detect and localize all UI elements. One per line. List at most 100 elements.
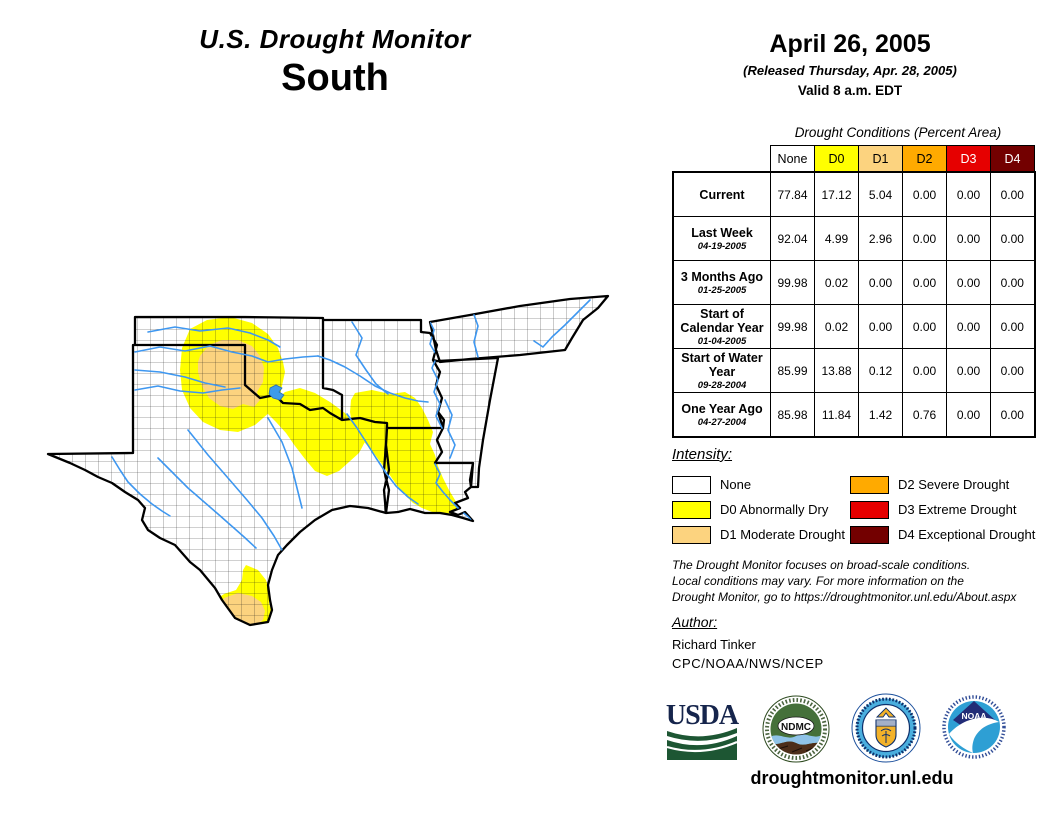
legend-item-none: None [672,472,850,497]
cell-value: 0.00 [990,260,1036,305]
ndmc-logo: NDMC [762,695,830,763]
col-header-d2: D2 [902,145,947,173]
legend-label: D0 Abnormally Dry [720,502,829,517]
table-row: Current 77.84 17.12 5.04 0.00 0.00 0.00 [672,171,1036,217]
south-region-map-svg [46,294,610,627]
legend-item-d4: D4 Exceptional Drought [850,522,1040,547]
col-header-d1: D1 [858,145,903,173]
cell-value: 0.00 [990,171,1036,217]
cell-value: 0.00 [946,392,991,438]
cell-value: 13.88 [814,348,859,393]
cell-value: 0.00 [946,348,991,393]
cell-value: 0.02 [814,304,859,349]
table-corner-cell [673,145,771,172]
author-org: CPC/NOAA/NWS/NCEP [672,656,824,671]
cell-value: 1.42 [858,392,903,438]
river-brazos [187,429,283,551]
cell-value: 0.00 [902,260,947,305]
cell-value: 0.00 [902,171,947,217]
river-red-north-fork [134,385,241,394]
legend-item-d0: D0 Abnormally Dry [672,497,850,522]
row-date: 04-19-2005 [697,240,747,252]
author-title: Author: [672,614,718,630]
cell-value: 0.00 [990,216,1036,261]
valid-time: Valid 8 a.m. EDT [797,83,903,98]
table-row: Last Week 04-19-2005 92.04 4.99 2.96 0.0… [672,216,1036,261]
legend-title: Intensity: [672,446,733,463]
river-colorado-tx [157,457,257,549]
usda-logo: USDA [666,700,740,760]
cell-value: 99.98 [770,260,815,305]
date-block: April 26, 2005 (Released Thursday, Apr. … [672,30,1028,98]
row-label: Start of Water Year [681,350,763,379]
d2-swatch [850,475,889,494]
legend-label: D4 Exceptional Drought [898,527,1036,542]
noaa-text: NOAA [961,711,986,721]
cell-value: 0.76 [902,392,947,438]
row-label: Current [699,187,745,202]
cell-value: 0.00 [902,304,947,349]
cell-value: 0.00 [902,348,947,393]
cell-value: 92.04 [770,216,815,261]
cell-value: 85.99 [770,348,815,393]
cell-value: 0.00 [946,260,991,305]
released-date: (Released Thursday, Apr. 28, 2005) [743,63,957,78]
cell-value: 11.84 [814,392,859,438]
col-header-d3: D3 [946,145,991,173]
none-swatch [672,475,711,494]
table-title: Drought Conditions (Percent Area) [794,125,1002,140]
river-cimarron [147,326,281,348]
legend-item-d3: D3 Extreme Drought [850,497,1040,522]
lake-texoma [268,384,285,401]
row-label: Last Week [691,225,753,240]
county-lines [48,296,608,625]
river-white [351,321,389,395]
col-header-none: None [770,145,815,173]
table-row: Start of Calendar Year 01-04-2005 99.98 … [672,304,1036,349]
row-label: One Year Ago [681,401,763,416]
author-block: Author: Richard Tinker CPC/NOAA/NWS/NCEP [672,614,824,671]
river-arkansas [317,355,429,403]
author-name: Richard Tinker [672,637,756,652]
river-trinity [267,417,303,509]
cell-value: 4.99 [814,216,859,261]
legend-label: D2 Severe Drought [898,477,1010,492]
river-red-louisiana [346,413,419,505]
d4-swatch [850,525,889,544]
river-mississippi-lower [434,463,472,520]
cell-value: 99.98 [770,304,815,349]
cell-value: 0.00 [990,392,1036,438]
row-date: 01-04-2005 [697,335,747,347]
river-mississippi-upper [427,317,443,429]
river-pecos [111,456,171,517]
legend-item-d2: D2 Severe Drought [850,472,1040,497]
region-title: South [281,57,389,99]
cell-value: 0.00 [946,304,991,349]
cell-value: 85.98 [770,392,815,438]
table-row: 3 Months Ago 01-25-2005 99.98 0.02 0.00 … [672,260,1036,305]
river-red-upper [134,369,226,388]
rivers [111,299,591,551]
col-header-d0: D0 [814,145,859,173]
cell-value: 17.12 [814,171,859,217]
row-label: 3 Months Ago [680,269,764,284]
d3-swatch [850,500,889,519]
footer-url: droughtmonitor.unl.edu [750,768,954,788]
river-tennessee-east [533,299,591,348]
cell-value: 5.04 [858,171,903,217]
usda-text: USDA [666,700,740,731]
page-title: U.S. Drought Monitor [199,24,471,54]
legend-label: None [720,477,752,492]
table-row: One Year Ago 04-27-2004 85.98 11.84 1.42… [672,392,1036,438]
legend-label: D3 Extreme Drought [898,502,1017,517]
cell-value: 0.00 [858,260,903,305]
intensity-legend: Intensity: None D0 Abnormally Dry D1 Mod… [672,446,1040,547]
river-canadian [134,345,319,363]
row-date: 01-25-2005 [697,284,747,296]
ndmc-text: NDMC [781,722,811,733]
cell-value: 0.12 [858,348,903,393]
d1-swatch [672,525,711,544]
drought-conditions-table: None D0 D1 D2 D3 D4 Current 77.84 17.12 … [672,145,1036,438]
cell-value: 77.84 [770,171,815,217]
cell-value: 0.00 [946,216,991,261]
